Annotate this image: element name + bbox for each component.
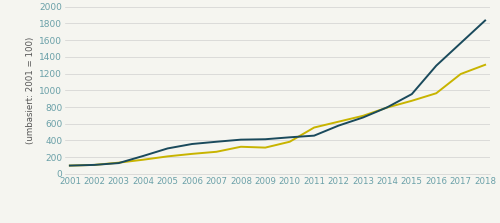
- Y-axis label: (umbasiert: 2001 = 100): (umbasiert: 2001 = 100): [26, 37, 35, 144]
- EBITDA: [92, 164, 98, 166]
- EBITDA: [409, 99, 415, 102]
- Dividende: [286, 136, 292, 139]
- Dividende: [458, 42, 464, 44]
- Line: EBITDA: EBITDA: [70, 65, 485, 165]
- EBITDA: [286, 140, 292, 143]
- EBITDA: [140, 158, 146, 161]
- Dividende: [116, 162, 121, 164]
- EBITDA: [189, 153, 195, 155]
- Dividende: [482, 19, 488, 22]
- Dividende: [238, 138, 244, 141]
- Dividende: [67, 164, 73, 167]
- EBITDA: [336, 120, 342, 123]
- Dividende: [311, 134, 317, 137]
- EBITDA: [434, 92, 440, 95]
- Dividende: [140, 155, 146, 157]
- EBITDA: [262, 146, 268, 149]
- Dividende: [336, 124, 342, 127]
- EBITDA: [384, 106, 390, 109]
- Dividende: [409, 93, 415, 95]
- Dividende: [92, 164, 98, 166]
- EBITDA: [482, 64, 488, 66]
- EBITDA: [67, 164, 73, 167]
- EBITDA: [116, 161, 121, 164]
- Line: Dividende: Dividende: [70, 21, 485, 165]
- EBITDA: [164, 155, 170, 158]
- Dividende: [262, 138, 268, 140]
- Dividende: [189, 143, 195, 145]
- EBITDA: [360, 114, 366, 117]
- Dividende: [214, 140, 220, 143]
- Dividende: [164, 147, 170, 150]
- Dividende: [384, 106, 390, 109]
- EBITDA: [311, 126, 317, 129]
- EBITDA: [458, 73, 464, 75]
- EBITDA: [214, 151, 220, 153]
- EBITDA: [238, 145, 244, 148]
- Dividende: [360, 116, 366, 119]
- Dividende: [434, 64, 440, 67]
